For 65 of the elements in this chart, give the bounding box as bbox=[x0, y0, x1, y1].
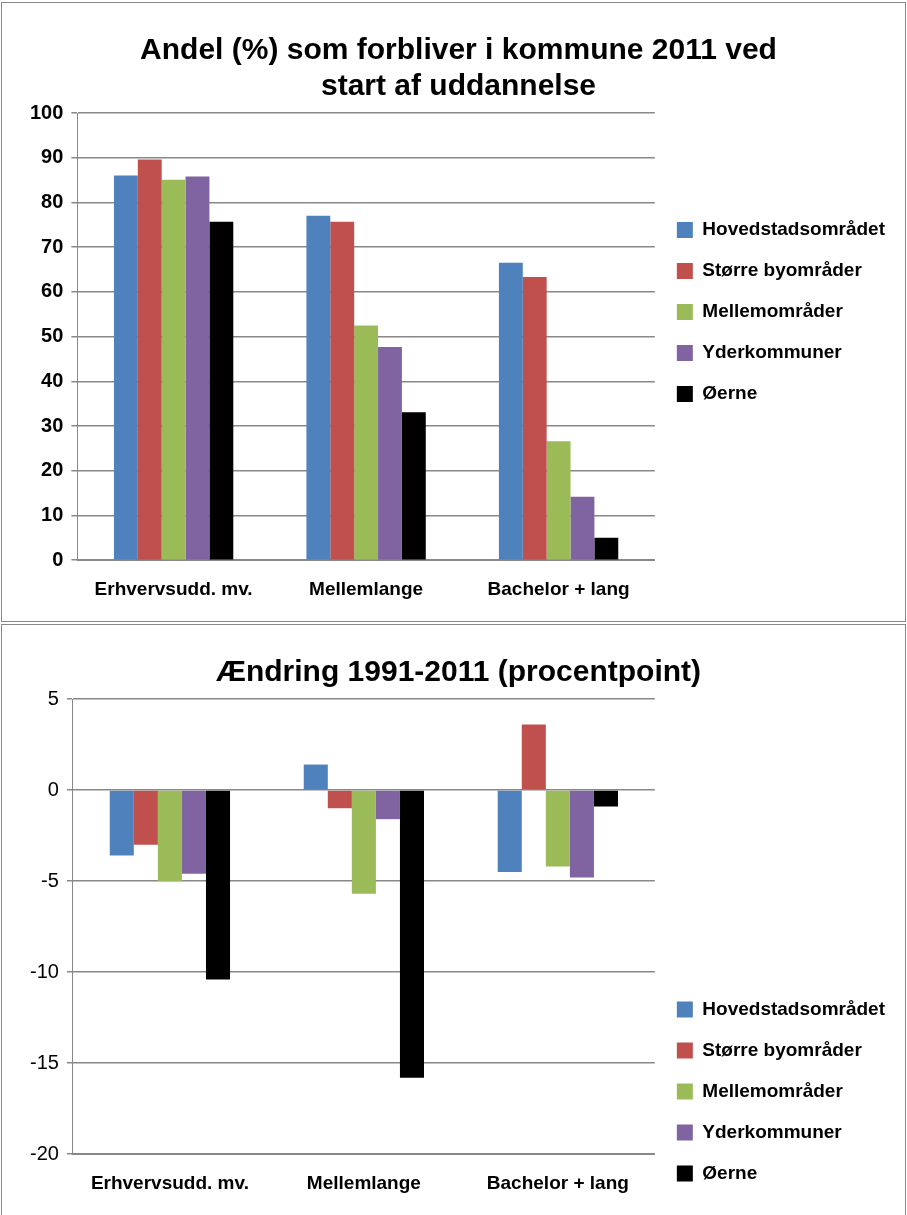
chart-title: Ændring 1991-2011 (procentpoint) bbox=[215, 654, 702, 688]
bar bbox=[133, 790, 158, 845]
bar bbox=[354, 325, 379, 560]
bar bbox=[401, 412, 426, 560]
bar bbox=[594, 537, 619, 560]
bar bbox=[546, 441, 571, 560]
y-tick-label: -15 bbox=[30, 1050, 59, 1073]
x-tick-label: Bachelor + lang bbox=[486, 1171, 629, 1193]
bar bbox=[113, 175, 138, 560]
y-tick-label: 100 bbox=[29, 100, 64, 123]
y-tick-label: -10 bbox=[30, 959, 59, 982]
bar bbox=[306, 215, 331, 560]
bar bbox=[497, 790, 522, 872]
legend-label: Mellemområder bbox=[702, 300, 844, 322]
y-tick-label: 80 bbox=[41, 189, 64, 212]
bar bbox=[522, 277, 547, 560]
bar bbox=[161, 179, 186, 560]
y-tick-label: -20 bbox=[30, 1141, 59, 1164]
x-tick-label: Mellemlange bbox=[306, 1171, 421, 1193]
bar bbox=[399, 790, 425, 1078]
bar bbox=[157, 790, 182, 882]
bar bbox=[109, 790, 134, 856]
bar bbox=[330, 221, 355, 560]
y-tick-label: 40 bbox=[41, 368, 64, 391]
legend-label: Yderkommuner bbox=[702, 1120, 843, 1142]
y-tick-label: 10 bbox=[41, 503, 64, 525]
legend-label: Mellemområder bbox=[702, 1079, 844, 1101]
bar bbox=[185, 176, 210, 560]
y-tick-label: 5 bbox=[47, 686, 59, 709]
y-tick-label: 60 bbox=[41, 279, 64, 302]
x-tick-label: Erhvervsudd. mv. bbox=[94, 577, 253, 599]
bar bbox=[521, 724, 546, 790]
x-tick-label: Mellemlange bbox=[309, 577, 424, 599]
legend-label: Større byområder bbox=[702, 1038, 863, 1060]
y-tick-label: 0 bbox=[52, 547, 64, 570]
bar bbox=[181, 790, 206, 874]
bar bbox=[327, 790, 352, 809]
x-tick-label: Bachelor + lang bbox=[487, 577, 630, 599]
bar bbox=[375, 790, 400, 820]
legend-label: Hovedstadsområdet bbox=[702, 218, 886, 240]
y-tick-label: 20 bbox=[41, 458, 64, 481]
bar bbox=[545, 790, 570, 867]
bar bbox=[498, 262, 523, 560]
y-tick-label: 70 bbox=[41, 234, 64, 257]
bar bbox=[209, 221, 234, 560]
bar bbox=[593, 790, 618, 807]
y-tick-label: 0 bbox=[47, 777, 59, 800]
y-tick-label: 50 bbox=[41, 324, 64, 347]
y-tick-label: 90 bbox=[41, 145, 64, 168]
legend-label: Yderkommuner bbox=[702, 341, 843, 363]
legend-label: Større byområder bbox=[702, 259, 863, 281]
y-tick-label: -5 bbox=[41, 868, 59, 891]
bar bbox=[137, 159, 162, 560]
chart-title: Andel (%) som forbliver i kommune 2011 ved start af uddannelse bbox=[140, 32, 777, 102]
bar bbox=[205, 790, 231, 980]
bar bbox=[303, 764, 328, 790]
bar bbox=[378, 346, 402, 560]
bar bbox=[351, 790, 376, 894]
legend-label: Øerne bbox=[702, 1161, 758, 1183]
legend-label: Øerne bbox=[702, 382, 758, 404]
bar bbox=[569, 790, 594, 878]
bar bbox=[570, 496, 595, 560]
legend-label: Hovedstadsområdet bbox=[702, 997, 886, 1019]
y-tick-label: 30 bbox=[41, 413, 64, 436]
x-tick-label: Erhvervsudd. mv. bbox=[90, 1171, 249, 1193]
